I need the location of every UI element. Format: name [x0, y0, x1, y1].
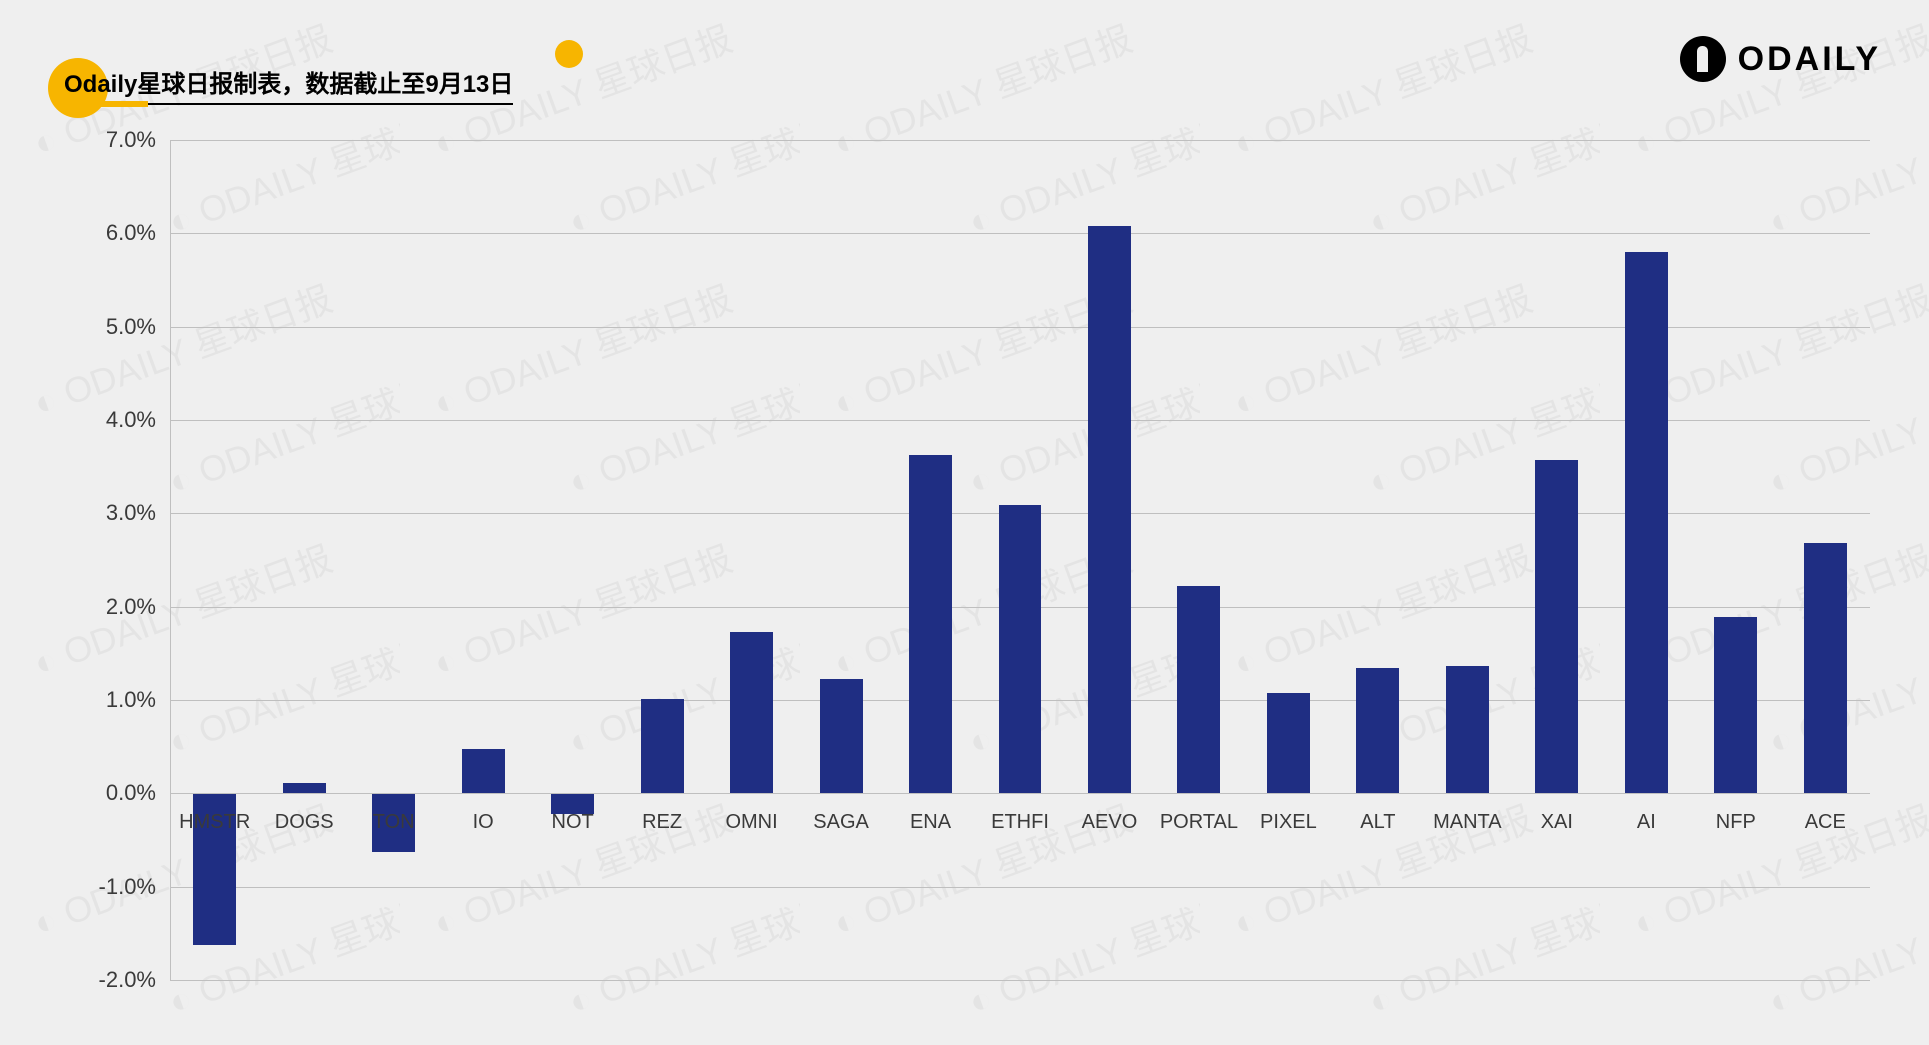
x-tick-label: IO [473, 811, 494, 834]
x-tick-label: AEVO [1082, 811, 1138, 834]
x-tick-label: MANTA [1433, 811, 1502, 834]
x-tick-label: REZ [642, 811, 682, 834]
y-tick-label: 5.0% [106, 314, 156, 340]
gridline [170, 327, 1870, 328]
x-tick-label: XAI [1541, 811, 1573, 834]
gridline [170, 233, 1870, 234]
chart-title: Odaily星球日报制表，数据截止至9月13日 [64, 64, 513, 105]
x-tick-label: HMSTR [179, 811, 250, 834]
x-tick-label: NOT [552, 811, 594, 834]
gridline [170, 980, 1870, 981]
bar [1177, 586, 1220, 793]
brand-logo: ODAILY [1680, 36, 1881, 82]
y-tick-label: -1.0% [99, 874, 156, 900]
y-tick-label: 2.0% [106, 594, 156, 620]
bar [1625, 252, 1668, 793]
x-tick-label: PIXEL [1260, 811, 1317, 834]
gridline [170, 887, 1870, 888]
x-tick-label: NFP [1716, 811, 1756, 834]
bar [820, 679, 863, 793]
gridline [170, 420, 1870, 421]
x-tick-label: ACE [1805, 811, 1846, 834]
bar [1804, 543, 1847, 793]
bar [462, 749, 505, 794]
y-tick-label: 4.0% [106, 407, 156, 433]
y-tick-label: 1.0% [106, 687, 156, 713]
bar [1267, 693, 1310, 793]
plot-area: -2.0%-1.0%0.0%1.0%2.0%3.0%4.0%5.0%6.0%7.… [170, 140, 1870, 980]
bar [641, 699, 684, 793]
y-tick-label: 7.0% [106, 127, 156, 153]
x-tick-label: ALT [1360, 811, 1395, 834]
brand-logo-text: ODAILY [1738, 40, 1881, 79]
y-tick-label: 6.0% [106, 220, 156, 246]
x-tick-label: OMNI [725, 811, 777, 834]
bar [1356, 668, 1399, 793]
y-tick-label: -2.0% [99, 967, 156, 993]
x-tick-label: TON [373, 811, 415, 834]
y-tick-label: 0.0% [106, 780, 156, 806]
y-tick-label: 3.0% [106, 500, 156, 526]
x-tick-label: ETHFI [991, 811, 1049, 834]
bar [1535, 460, 1578, 793]
bar [1446, 666, 1489, 793]
bar [283, 783, 326, 793]
x-axis-line [170, 793, 1870, 794]
bar-chart: -2.0%-1.0%0.0%1.0%2.0%3.0%4.0%5.0%6.0%7.… [170, 140, 1870, 980]
title-accent-underline [64, 101, 148, 107]
bar [999, 505, 1042, 793]
x-tick-label: ENA [910, 811, 951, 834]
x-tick-label: PORTAL [1160, 811, 1238, 834]
x-tick-label: AI [1637, 811, 1656, 834]
brand-logo-icon [1680, 36, 1726, 82]
x-tick-label: SAGA [813, 811, 869, 834]
accent-dot-right [555, 40, 583, 68]
gridline [170, 140, 1870, 141]
chart-title-text: Odaily星球日报制表，数据截止至9月13日 [64, 71, 513, 98]
bar [1088, 226, 1131, 793]
x-tick-label: DOGS [275, 811, 334, 834]
bar [909, 455, 952, 794]
canvas: Odaily星球日报制表，数据截止至9月13日 ODAILY -2.0%-1.0… [0, 0, 1929, 1045]
bar [730, 632, 773, 793]
bar [1714, 617, 1757, 793]
